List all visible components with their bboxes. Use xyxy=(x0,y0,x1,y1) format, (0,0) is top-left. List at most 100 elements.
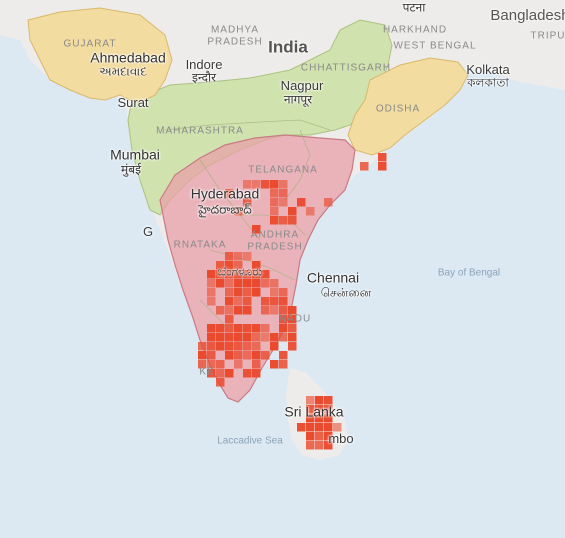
occurrence-cell xyxy=(252,333,261,342)
occurrence-cell xyxy=(279,324,288,333)
occurrence-cell xyxy=(315,441,324,450)
occurrence-cell xyxy=(324,432,333,441)
occurrence-cell xyxy=(234,360,243,369)
occurrence-cell xyxy=(243,198,252,207)
occurrence-cell xyxy=(225,324,234,333)
occurrence-cell xyxy=(216,369,225,378)
occurrence-cell xyxy=(225,306,234,315)
occurrence-cell xyxy=(207,369,216,378)
occurrence-cell xyxy=(333,423,342,432)
occurrence-cell xyxy=(216,306,225,315)
occurrence-cell xyxy=(234,324,243,333)
occurrence-cell xyxy=(225,252,234,261)
occurrence-cell xyxy=(207,360,216,369)
occurrence-cell xyxy=(288,324,297,333)
occurrence-cell xyxy=(252,270,261,279)
occurrence-cell xyxy=(279,288,288,297)
occurrence-cell xyxy=(270,198,279,207)
occurrence-cell xyxy=(252,351,261,360)
occurrence-cell xyxy=(279,333,288,342)
occurrence-cell xyxy=(198,342,207,351)
occurrence-cell xyxy=(270,279,279,288)
occurrence-cell xyxy=(378,162,387,171)
occurrence-cell xyxy=(243,270,252,279)
occurrence-cell xyxy=(234,261,243,270)
occurrence-cell xyxy=(297,198,306,207)
occurrence-cell xyxy=(216,360,225,369)
occurrence-cell xyxy=(270,288,279,297)
occurrence-cell xyxy=(243,288,252,297)
occurrence-cell xyxy=(306,432,315,441)
occurrence-cell xyxy=(198,360,207,369)
occurrence-cell xyxy=(252,369,261,378)
occurrence-cell xyxy=(306,414,315,423)
occurrence-cell xyxy=(216,333,225,342)
occurrence-cell xyxy=(234,333,243,342)
occurrence-cell xyxy=(243,252,252,261)
occurrence-cell xyxy=(270,306,279,315)
occurrence-cell xyxy=(324,396,333,405)
occurrence-cell xyxy=(207,342,216,351)
occurrence-cell xyxy=(243,369,252,378)
occurrence-cell xyxy=(243,333,252,342)
occurrence-cell xyxy=(252,261,261,270)
occurrence-cell xyxy=(234,252,243,261)
occurrence-cell xyxy=(225,261,234,270)
occurrence-cell xyxy=(234,288,243,297)
occurrence-cell xyxy=(252,279,261,288)
occurrence-cell xyxy=(207,333,216,342)
occurrence-cell xyxy=(288,333,297,342)
occurrence-cell xyxy=(261,324,270,333)
region-tan-gujarat xyxy=(27,7,173,104)
occurrence-cell xyxy=(279,189,288,198)
occurrence-cell xyxy=(306,405,315,414)
occurrence-cell xyxy=(261,297,270,306)
occurrence-cell xyxy=(270,207,279,216)
occurrence-cell xyxy=(234,351,243,360)
occurrence-cell xyxy=(279,180,288,189)
occurrence-cell xyxy=(225,315,234,324)
occurrence-cell xyxy=(216,324,225,333)
occurrence-cell xyxy=(324,414,333,423)
occurrence-cell xyxy=(315,405,324,414)
occurrence-cell xyxy=(243,324,252,333)
occurrence-cell xyxy=(225,333,234,342)
occurrence-cell xyxy=(306,423,315,432)
occurrence-cell xyxy=(288,306,297,315)
occurrence-cell xyxy=(216,270,225,279)
occurrence-cell xyxy=(234,207,243,216)
occurrence-cell xyxy=(225,369,234,378)
occurrence-cell xyxy=(324,198,333,207)
occurrence-cell xyxy=(261,351,270,360)
occurrence-cell xyxy=(243,306,252,315)
occurrence-cell xyxy=(234,270,243,279)
occurrence-cell xyxy=(270,189,279,198)
occurrence-cell xyxy=(324,405,333,414)
occurrence-cell xyxy=(261,279,270,288)
occurrence-cell xyxy=(252,180,261,189)
occurrence-cell xyxy=(261,333,270,342)
occurrence-cell xyxy=(207,324,216,333)
occurrence-cell xyxy=(315,396,324,405)
occurrence-cell xyxy=(261,306,270,315)
occurrence-cells xyxy=(198,153,387,450)
occurrence-cell xyxy=(207,279,216,288)
occurrence-cell xyxy=(234,306,243,315)
occurrence-cell xyxy=(216,279,225,288)
occurrence-cell xyxy=(243,279,252,288)
occurrence-cell xyxy=(288,216,297,225)
occurrence-cell xyxy=(207,297,216,306)
occurrence-cell xyxy=(279,306,288,315)
occurrence-cell xyxy=(216,378,225,387)
occurrence-cell xyxy=(324,441,333,450)
occurrence-cell xyxy=(243,297,252,306)
occurrence-cell xyxy=(270,333,279,342)
occurrence-cell xyxy=(225,288,234,297)
region-tan-odisha xyxy=(347,57,469,156)
occurrence-cell xyxy=(243,351,252,360)
occurrence-cell xyxy=(306,441,315,450)
occurrence-cell xyxy=(234,279,243,288)
occurrence-cell xyxy=(288,207,297,216)
